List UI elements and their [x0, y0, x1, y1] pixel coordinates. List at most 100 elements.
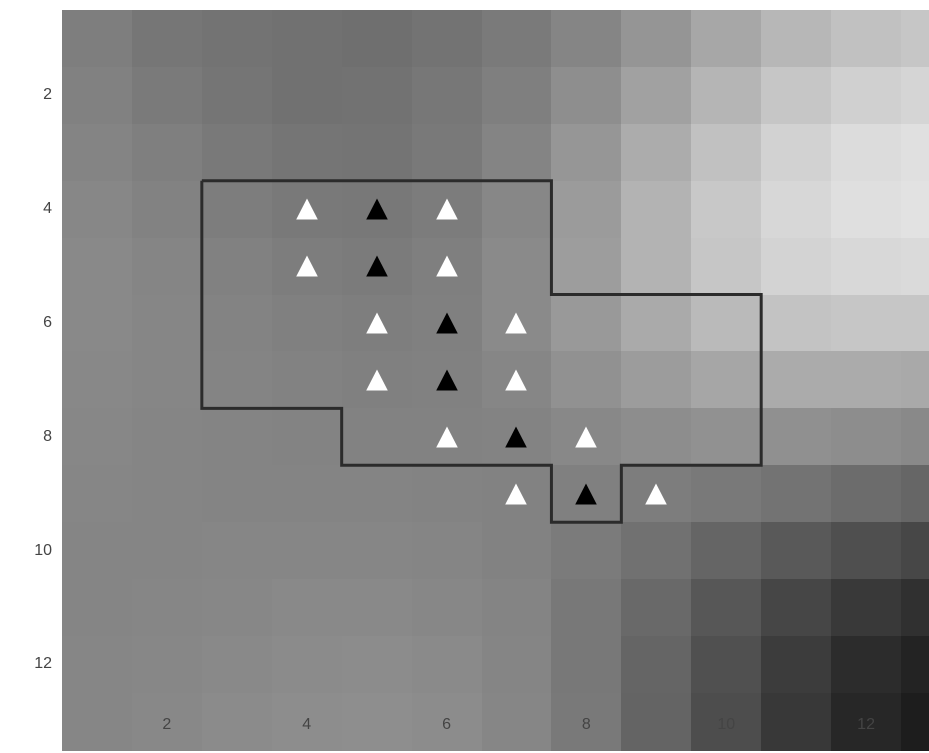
heatmap-cell: [761, 238, 832, 296]
heatmap-cell: [482, 238, 553, 296]
heatmap-cell: [691, 351, 762, 409]
heatmap-cell: [761, 351, 832, 409]
heatmap-cell: [342, 693, 413, 751]
y-tick-label: 6: [43, 314, 52, 332]
heatmap-cell: [132, 10, 203, 68]
heatmap-cell: [691, 238, 762, 296]
heatmap-cell: [62, 351, 133, 409]
heatmap-cell: [412, 579, 483, 637]
heatmap-cell: [901, 636, 929, 694]
heatmap-cell: [482, 522, 553, 580]
heatmap-cell: [621, 67, 692, 125]
heatmap-cell: [761, 408, 832, 466]
y-tick-label: 2: [43, 86, 52, 104]
heatmap-cell: [202, 10, 273, 68]
marker-white-triangle-icon: [504, 368, 528, 392]
heatmap-cell: [272, 67, 343, 125]
heatmap-cell: [202, 238, 273, 296]
heatmap-cell: [551, 579, 622, 637]
x-tick-label: 10: [717, 716, 735, 734]
figure-canvas: 2468101224681012: [0, 0, 929, 753]
y-tick-label: 12: [34, 655, 52, 673]
heatmap-cell: [62, 124, 133, 182]
heatmap-cell: [272, 124, 343, 182]
heatmap-cell: [272, 579, 343, 637]
heatmap-cell: [482, 124, 553, 182]
heatmap-cell: [202, 693, 273, 751]
heatmap-cell: [621, 693, 692, 751]
heatmap-cell: [551, 238, 622, 296]
heatmap-cell: [482, 10, 553, 68]
heatmap-cell: [621, 181, 692, 239]
heatmap-cell: [132, 67, 203, 125]
heatmap-cell: [621, 10, 692, 68]
heatmap-cell: [901, 408, 929, 466]
heatmap-cell: [272, 295, 343, 353]
heatmap-cell: [132, 636, 203, 694]
heatmap-cell: [62, 238, 133, 296]
heatmap-cell: [412, 124, 483, 182]
heatmap-cell: [621, 408, 692, 466]
heatmap-cell: [342, 67, 413, 125]
heatmap-cell: [272, 10, 343, 68]
heatmap-cell: [132, 238, 203, 296]
heatmap-cell: [482, 181, 553, 239]
heatmap-cell: [551, 522, 622, 580]
marker-white-triangle-icon: [295, 197, 319, 221]
heatmap-cell: [342, 124, 413, 182]
heatmap-cell: [202, 465, 273, 523]
heatmap-cell: [691, 408, 762, 466]
heatmap-cell: [621, 238, 692, 296]
heatmap-cell: [412, 522, 483, 580]
y-tick-label: 4: [43, 200, 52, 218]
y-tick-label: 10: [34, 542, 52, 560]
heatmap-cell: [621, 351, 692, 409]
heatmap-cell: [202, 181, 273, 239]
heatmap-cell: [132, 465, 203, 523]
heatmap-cell: [132, 124, 203, 182]
heatmap-cell: [412, 10, 483, 68]
heatmap-cell: [831, 124, 902, 182]
heatmap-cell: [202, 522, 273, 580]
marker-white-triangle-icon: [504, 482, 528, 506]
heatmap-cell: [482, 67, 553, 125]
marker-white-triangle-icon: [574, 425, 598, 449]
heatmap-cell: [551, 10, 622, 68]
marker-black-triangle-icon: [365, 197, 389, 221]
x-tick-label: 12: [857, 716, 875, 734]
heatmap-cell: [761, 67, 832, 125]
x-tick-label: 4: [302, 716, 311, 734]
heatmap-cell: [831, 408, 902, 466]
heatmap-cell: [272, 465, 343, 523]
marker-white-triangle-icon: [435, 425, 459, 449]
heatmap-cell: [761, 10, 832, 68]
heatmap-cell: [831, 10, 902, 68]
heatmap-cell: [132, 351, 203, 409]
heatmap-cell: [621, 636, 692, 694]
heatmap-cell: [132, 408, 203, 466]
heatmap-cell: [761, 181, 832, 239]
heatmap-cell: [62, 636, 133, 694]
marker-white-triangle-icon: [365, 311, 389, 335]
heatmap-cell: [831, 351, 902, 409]
marker-white-triangle-icon: [644, 482, 668, 506]
heatmap-cell: [831, 67, 902, 125]
heatmap-cell: [901, 579, 929, 637]
heatmap-cell: [901, 238, 929, 296]
heatmap-cell: [621, 295, 692, 353]
heatmap-cell: [761, 124, 832, 182]
heatmap-cell: [342, 465, 413, 523]
heatmap-cell: [831, 636, 902, 694]
heatmap-cell: [691, 10, 762, 68]
heatmap-cell: [482, 693, 553, 751]
heatmap-cell: [551, 124, 622, 182]
heatmap-cell: [761, 295, 832, 353]
heatmap-cell: [482, 579, 553, 637]
heatmap-cell: [831, 295, 902, 353]
heatmap-cell: [342, 10, 413, 68]
heatmap-cell: [831, 522, 902, 580]
heatmap-cell: [761, 579, 832, 637]
heatmap-cell: [901, 351, 929, 409]
heatmap-cell: [412, 465, 483, 523]
heatmap-cell: [62, 579, 133, 637]
